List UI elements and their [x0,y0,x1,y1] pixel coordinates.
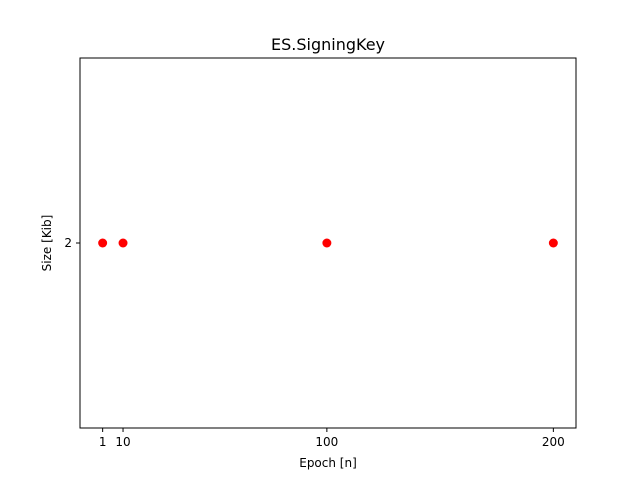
y-axis-ticks: 2 [64,236,80,250]
data-point [548,238,558,248]
x-tick-label: 200 [542,435,565,449]
x-axis-ticks: 1 10 100 200 [99,428,565,449]
x-tick-label: 1 [99,435,107,449]
y-axis-label: Size [Kib] [40,215,54,272]
data-point [322,238,332,248]
x-axis-label: Epoch [n] [299,456,357,470]
data-point [118,238,128,248]
x-tick-label: 100 [315,435,338,449]
y-tick-label: 2 [64,236,72,250]
x-tick-label: 10 [115,435,130,449]
data-points [98,238,558,248]
chart-title: ES.SigningKey [271,35,385,54]
data-point [98,238,108,248]
